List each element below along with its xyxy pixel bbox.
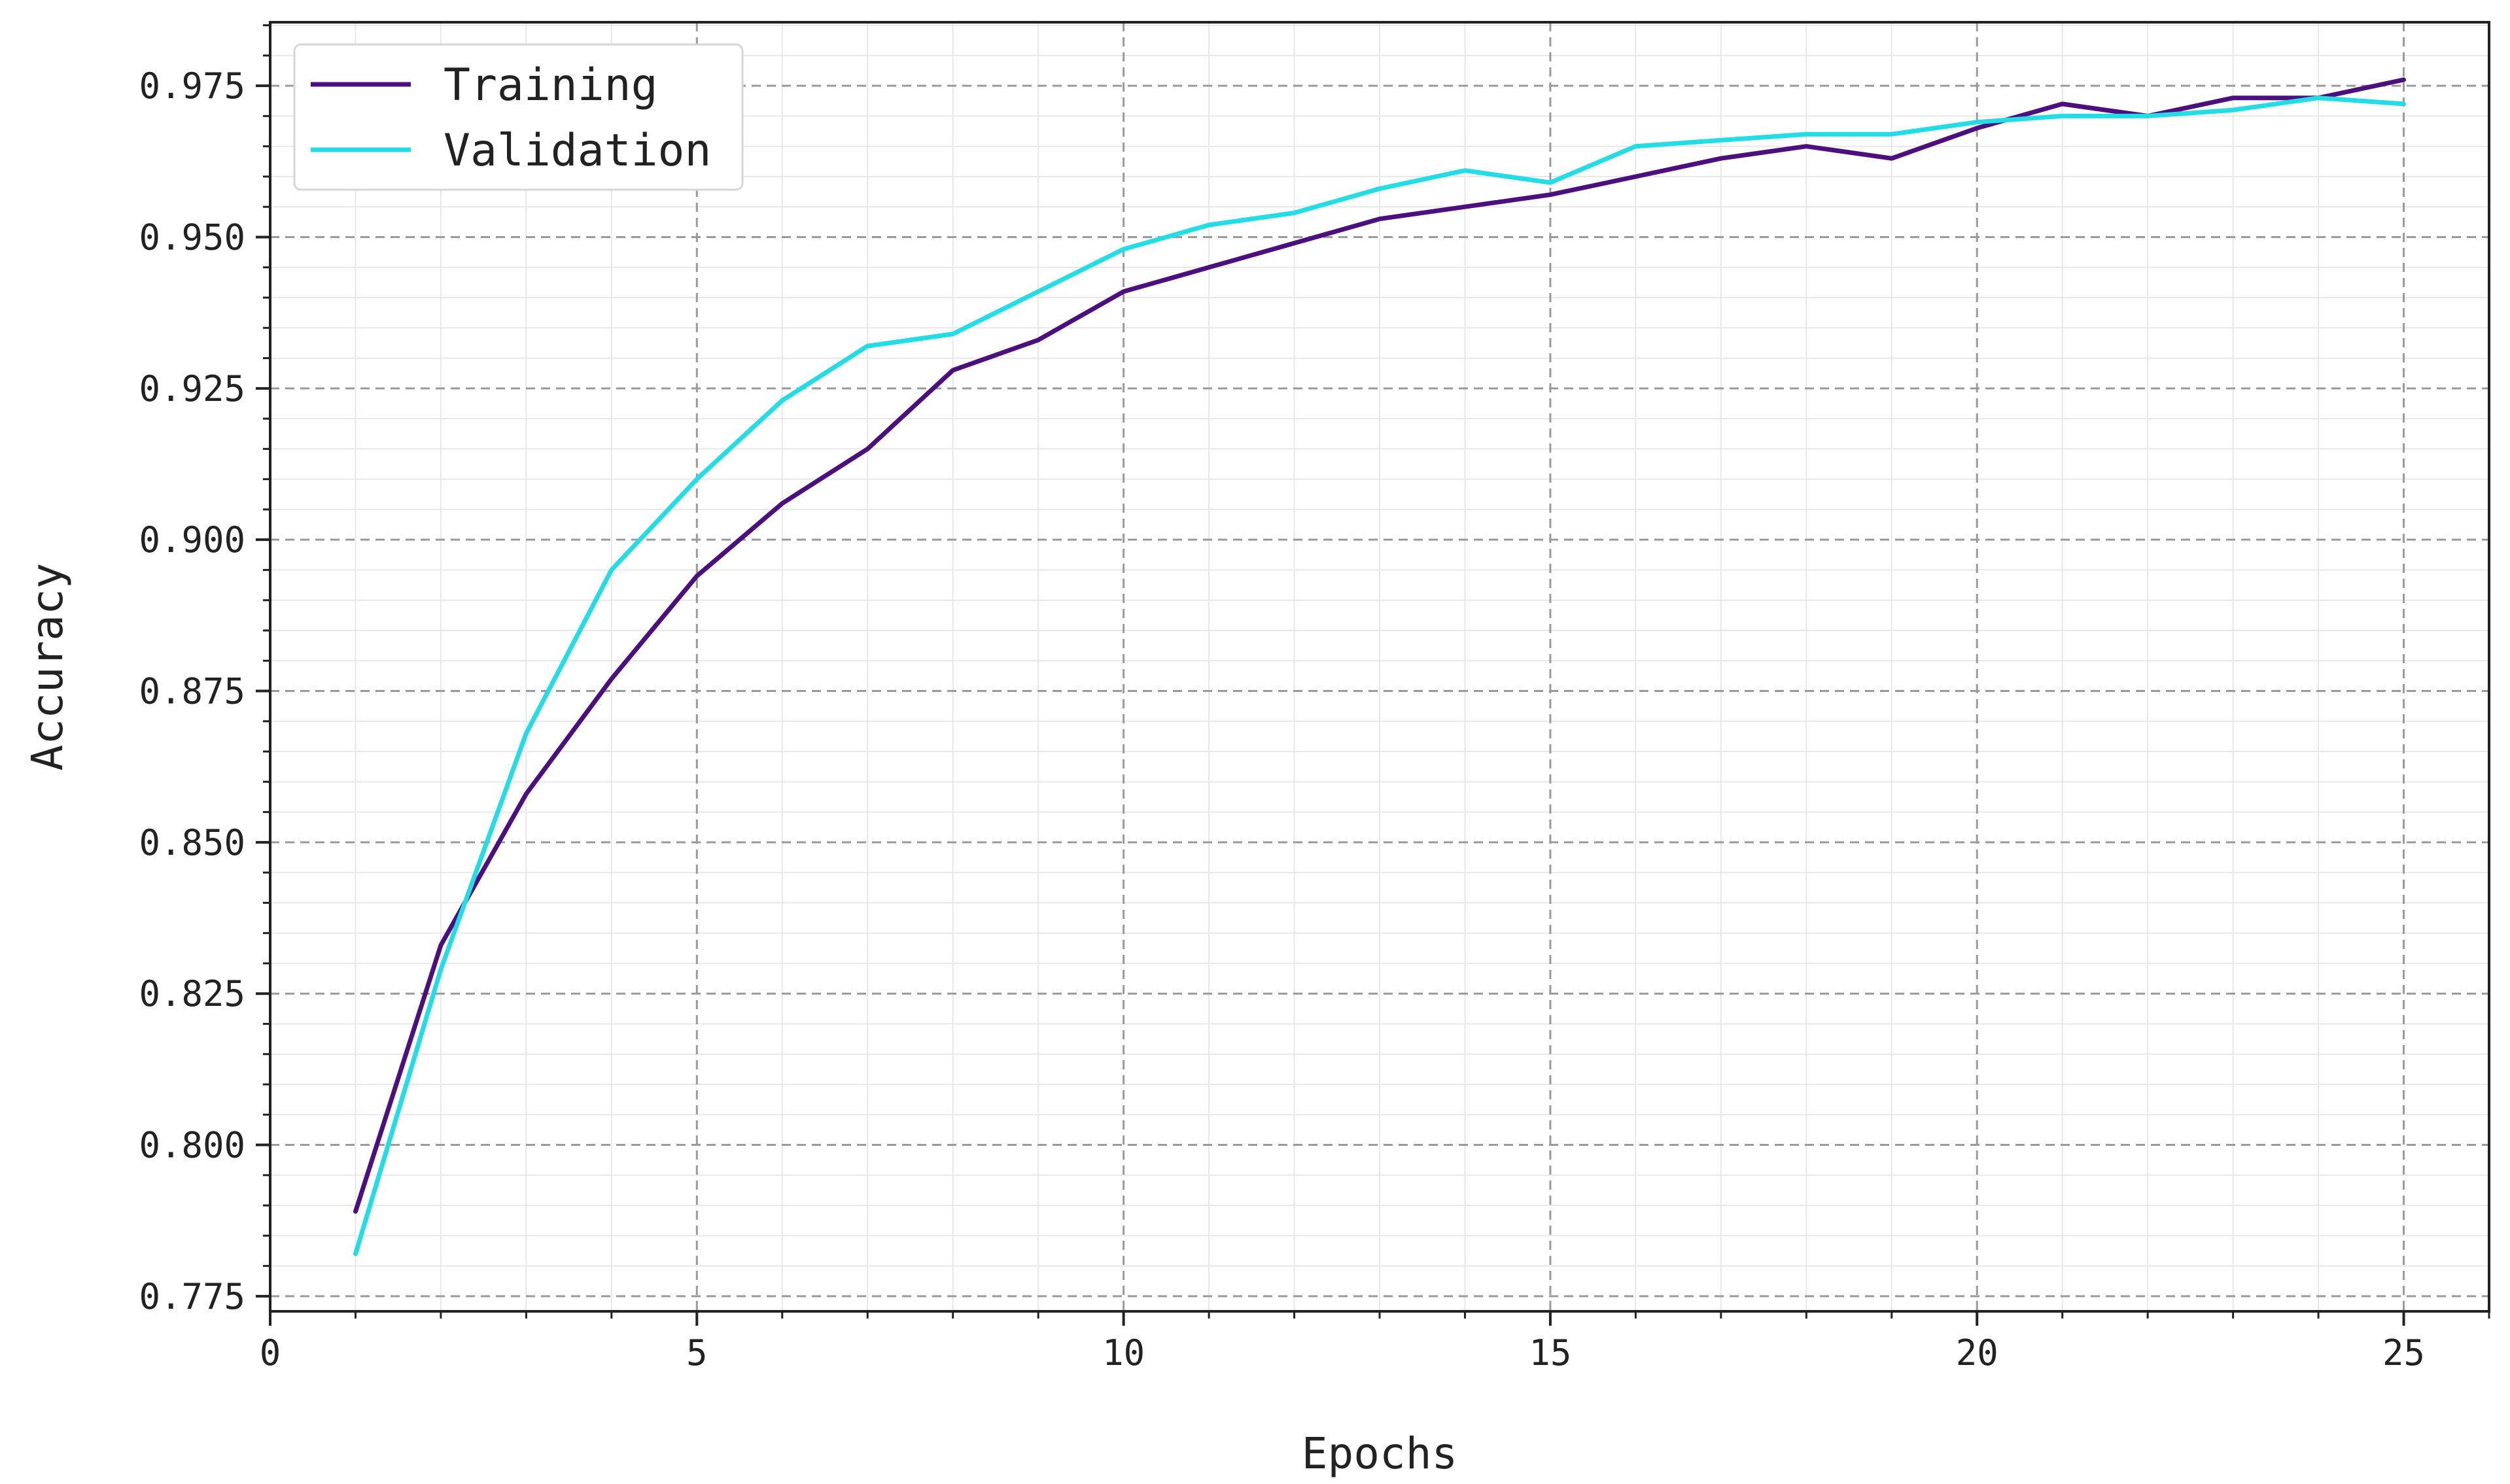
y-axis-title: Accuracy — [22, 563, 73, 771]
y-tick-label: 0.800 — [139, 1125, 245, 1166]
legend: Training Validation — [293, 43, 744, 191]
y-tick-label: 0.925 — [139, 368, 245, 409]
y-tick-label: 0.825 — [139, 973, 245, 1014]
x-tick-label: 10 — [1102, 1332, 1145, 1373]
y-tick-label: 0.950 — [139, 217, 245, 258]
series-line-training — [353, 77, 2406, 1214]
x-tick-label: 20 — [1956, 1332, 1998, 1373]
legend-box — [293, 43, 744, 191]
x-tick-label: 5 — [686, 1332, 708, 1373]
x-tick-label: 0 — [260, 1332, 281, 1373]
y-tick-label: 0.775 — [139, 1276, 245, 1317]
x-axis-title: Epochs — [1302, 1428, 1457, 1479]
x-tick-label: 15 — [1529, 1332, 1571, 1373]
y-tick-label: 0.975 — [139, 65, 245, 107]
legend-label-validation: Validation — [444, 125, 711, 177]
y-axis-ticks: 0.775 0.800 0.825 0.850 0.875 0.900 0.925 0.950… — [139, 24, 270, 1317]
legend-label-training: Training — [444, 60, 658, 111]
series-layer — [353, 77, 2406, 1256]
x-tick-label: 25 — [2382, 1332, 2425, 1373]
x-axis-ticks: 0 5 10 15 20 25 — [260, 1311, 2490, 1373]
y-tick-label: 0.850 — [139, 822, 245, 863]
y-tick-label: 0.900 — [139, 519, 245, 561]
y-tick-label: 0.875 — [139, 671, 245, 712]
series-line-validation — [353, 95, 2406, 1256]
